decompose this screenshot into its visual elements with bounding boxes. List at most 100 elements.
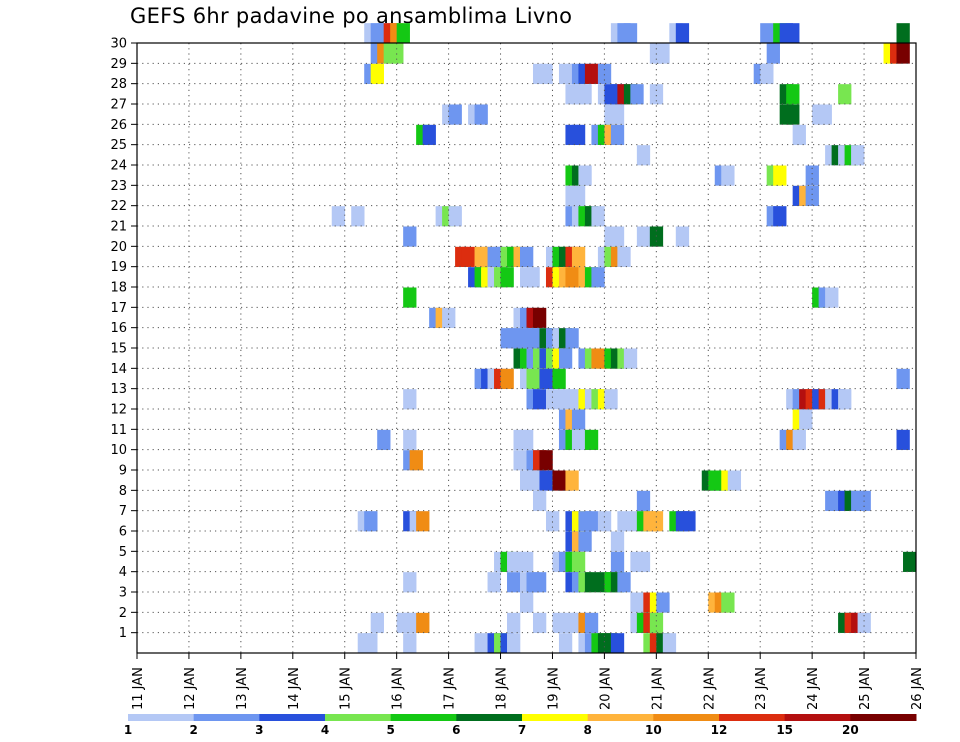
x-tick-label: 19 JAN (546, 667, 561, 710)
heatmap-cell (507, 633, 521, 654)
legend-swatch (390, 714, 457, 721)
heatmap-cell (513, 450, 527, 471)
heatmap-cell (721, 165, 735, 186)
heatmap-cell (649, 84, 664, 105)
legend-swatch (259, 714, 326, 721)
y-tick-label: 8 (119, 484, 127, 499)
chart-title: GEFS 6hr padavine po ansamblima Livno (130, 4, 573, 28)
y-tick-label: 18 (110, 281, 127, 296)
heatmap-cell (507, 612, 521, 633)
heatmap-cell (364, 633, 378, 654)
heatmap-cell (896, 23, 910, 44)
heatmap-cell (565, 328, 579, 349)
heatmap-cell (520, 246, 534, 267)
heatmap-cell (825, 287, 839, 308)
y-tick-label: 10 (110, 443, 127, 458)
y-tick-label: 5 (119, 545, 127, 560)
heatmap-cell (623, 23, 638, 44)
heatmap-cell (721, 592, 735, 613)
y-tick-label: 28 (110, 77, 127, 92)
heatmap-cell (636, 490, 651, 511)
heatmap-cell (799, 409, 813, 430)
heatmap-cell (351, 206, 365, 227)
heatmap-cell (578, 84, 592, 105)
heatmap-cell (896, 368, 910, 389)
y-tick-label: 2 (119, 606, 127, 621)
y-tick-label: 29 (110, 57, 127, 72)
heatmap-cell (610, 633, 625, 654)
x-axis-ticks: 11 JAN 12 JAN 13 JAN 14 JAN 15 JAN 16 JAN 17 J… (131, 653, 925, 710)
heatmap-cell (370, 612, 384, 633)
heatmap-cell (396, 23, 410, 44)
x-tick-label: 12 JAN (183, 667, 198, 710)
legend-swatch (193, 714, 260, 721)
heatmap-cell (558, 633, 573, 654)
heatmap-cell (610, 104, 625, 125)
y-tick-label: 16 (110, 321, 127, 336)
heatmap-cell (539, 63, 553, 84)
heatmap-cell (773, 206, 787, 227)
legend-label: 7 (518, 723, 526, 737)
heatmap-cell (792, 124, 806, 145)
x-tick-label: 18 JAN (495, 667, 510, 710)
heatmap-cell (403, 429, 417, 450)
heatmap-cell (610, 226, 625, 247)
heatmap-cell (403, 389, 417, 410)
heatmap-cell (818, 104, 832, 125)
heatmap-cell (786, 104, 800, 125)
y-axis-ticks: 1234567891011121314151617181920212223242… (110, 37, 137, 641)
heatmap-cell (623, 348, 638, 369)
heatmap-cell (786, 23, 800, 44)
legend-swatch (522, 714, 589, 721)
heatmap-cells (331, 23, 917, 654)
heatmap-cell (500, 368, 514, 389)
heatmap-cell (630, 84, 644, 105)
x-tick-label: 15 JAN (339, 667, 354, 710)
heatmap-cell (520, 429, 534, 450)
heatmap-cell (617, 246, 631, 267)
y-tick-label: 1 (119, 626, 127, 641)
y-tick-label: 20 (110, 240, 127, 255)
heatmap-cell (857, 612, 871, 633)
heatmap-cell (403, 633, 417, 654)
heatmap-cell (591, 206, 605, 227)
color-legend: 1 2 3 4 5 6 7 8 10 12 15 20 (124, 714, 917, 737)
heatmap-cell (532, 490, 547, 511)
heatmap-cell (409, 450, 423, 471)
heatmap-cell (571, 409, 586, 430)
heatmap-cell (617, 511, 631, 532)
heatmap-cell (584, 511, 599, 532)
y-tick-label: 13 (110, 382, 127, 397)
x-tick-label: 13 JAN (235, 667, 250, 710)
heatmap-cell (403, 287, 417, 308)
legend-swatch (325, 714, 392, 721)
heatmap-cell (474, 633, 488, 654)
y-tick-label: 7 (119, 504, 127, 519)
heatmap-cell (604, 389, 618, 410)
heatmap-cell (526, 267, 540, 288)
heatmap-cell (760, 63, 774, 84)
heatmap-cell (539, 450, 553, 471)
heatmap-cell (766, 43, 780, 64)
heatmap-cell (682, 511, 696, 532)
heatmap-cell (403, 226, 417, 247)
y-tick-label: 15 (110, 342, 127, 357)
heatmap-cell (896, 429, 910, 450)
heatmap-cell (552, 368, 566, 389)
heatmap-cell (584, 572, 599, 593)
x-tick-label: 11 JAN (131, 667, 146, 710)
heatmap-cell (532, 307, 547, 328)
heatmap-cell (838, 389, 852, 410)
heatmap-cell (487, 572, 501, 593)
x-tick-label: 17 JAN (443, 667, 458, 710)
legend-label: 12 (711, 723, 728, 737)
legend-label: 10 (645, 723, 662, 737)
x-tick-label: 23 JAN (754, 667, 769, 710)
heatmap-cell (760, 23, 774, 44)
heatmap-cell (636, 145, 651, 166)
heatmap-cell (662, 633, 677, 654)
heatmap-cell (578, 531, 592, 552)
heatmap-cell (571, 124, 586, 145)
heatmap-cell (584, 612, 599, 633)
